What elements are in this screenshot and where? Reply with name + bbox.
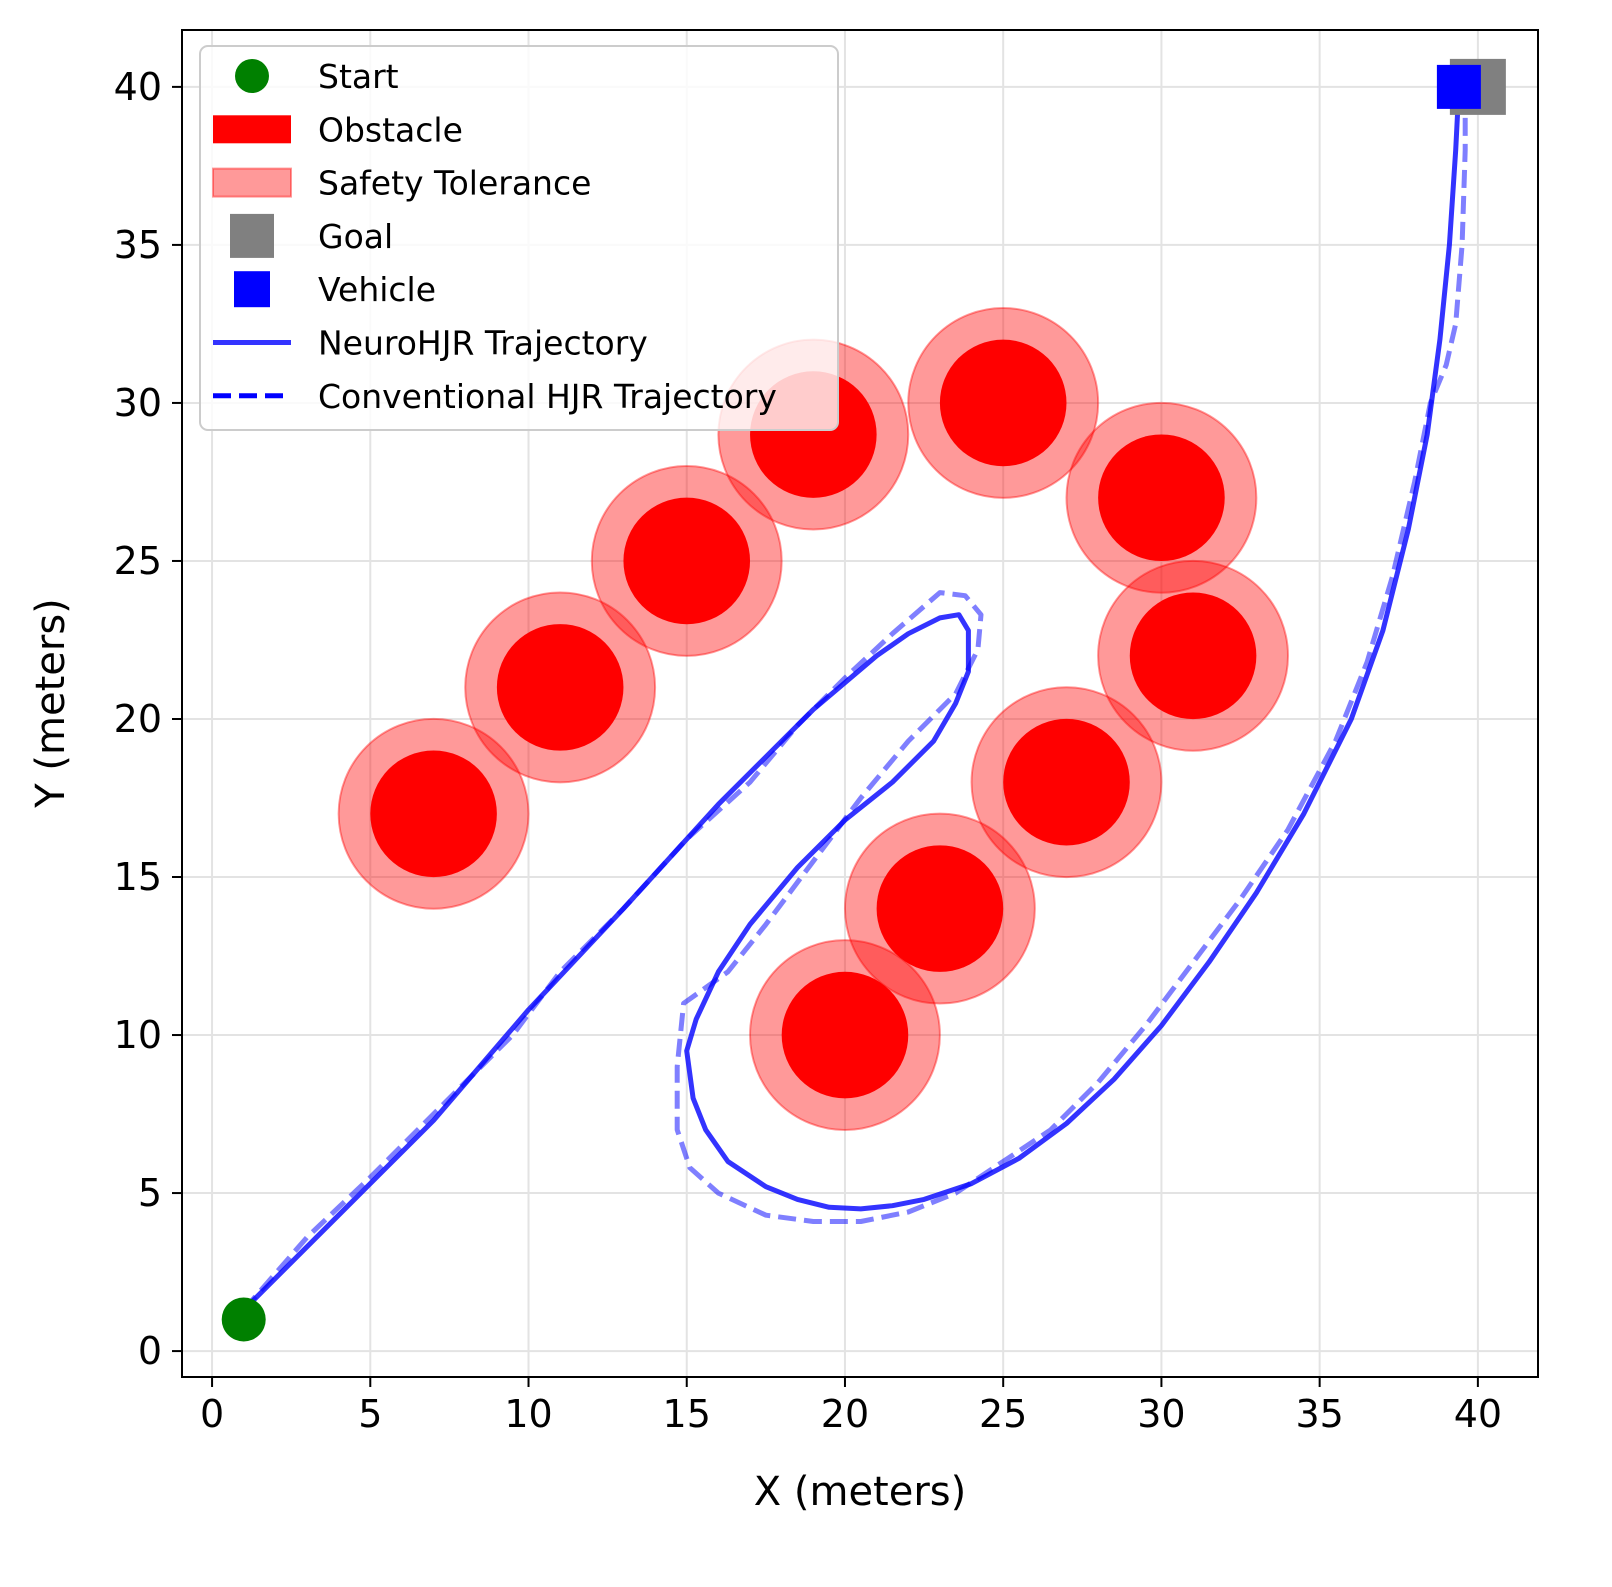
axis-ticks: 0 5 10 15 20 25 30 35 40 0 5 10 15 20 25 30 35 40 (114, 65, 1502, 1436)
legend-label: Conventional HJR Trajectory (318, 377, 777, 416)
plot-marks (221, 58, 1506, 1342)
legend-obstacle-icon (213, 115, 291, 144)
x-tick-label: 25 (979, 1392, 1027, 1436)
x-axis-label: X (meters) (754, 1469, 966, 1515)
neurohjr-trajectory-line (241, 86, 1462, 1312)
obstacle-circle (1129, 592, 1257, 720)
legend-goal-icon (230, 213, 274, 258)
start-marker (221, 1297, 266, 1342)
x-tick-label: 10 (504, 1392, 552, 1436)
x-tick-label: 35 (1295, 1392, 1343, 1436)
y-tick-label: 20 (114, 697, 162, 741)
x-tick-label: 5 (358, 1392, 382, 1436)
legend-start-icon (235, 59, 269, 93)
legend-box (199, 45, 839, 431)
y-tick-label: 40 (114, 65, 162, 109)
legend-safety-icon (212, 167, 292, 198)
legend-label: Obstacle (318, 110, 463, 149)
plot-frame (181, 29, 1539, 1378)
legend-label: Vehicle (318, 270, 436, 309)
obstacle-circle (781, 971, 909, 1099)
obstacle-circle (623, 497, 751, 625)
y-tick-label: 0 (138, 1329, 162, 1373)
x-tick-label: 20 (821, 1392, 869, 1436)
y-tick-label: 5 (138, 1171, 162, 1215)
legend-label: NeuroHJR Trajectory (318, 324, 648, 363)
x-tick-label: 0 (200, 1392, 224, 1436)
grid (182, 30, 1538, 1377)
y-tick-label: 35 (114, 223, 162, 267)
legend-label: Start (318, 57, 399, 96)
legend-label: Goal (318, 217, 393, 256)
legend-vehicle-icon (234, 271, 270, 308)
conventional-hjr-trajectory-line (241, 86, 1468, 1312)
y-axis-label: Y (meters) (28, 598, 74, 809)
legend: Start Obstacle Safety Tolerance Goal Vehicle… (199, 45, 839, 431)
y-tick-label: 15 (114, 855, 162, 899)
obstacle-circle (876, 845, 1004, 972)
x-tick-label: 40 (1454, 1392, 1502, 1436)
legend-label: Safety Tolerance (318, 164, 591, 203)
obstacle-circle (1098, 434, 1225, 562)
obstacle-circle (939, 339, 1067, 467)
obstacle-circle (1003, 718, 1130, 846)
y-tick-label: 10 (114, 1013, 162, 1057)
y-tick-label: 30 (114, 381, 162, 425)
obstacle-circle (370, 750, 497, 878)
x-tick-label: 30 (1137, 1392, 1185, 1436)
x-tick-label: 15 (663, 1392, 711, 1436)
vehicle-marker (1436, 64, 1481, 109)
obstacle-circle (496, 624, 624, 751)
y-tick-label: 25 (114, 539, 162, 583)
